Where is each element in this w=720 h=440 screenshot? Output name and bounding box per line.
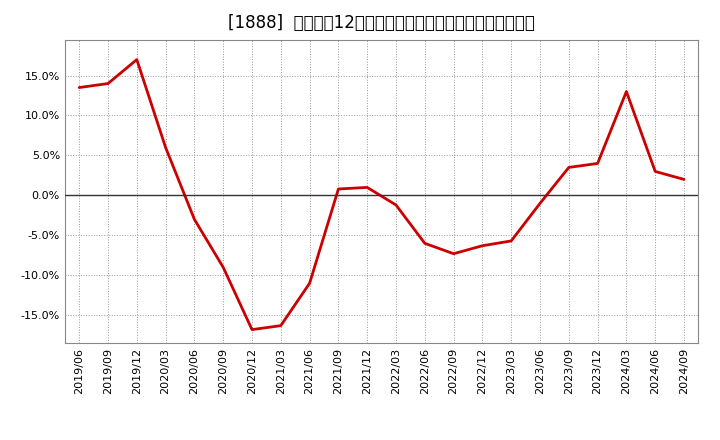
Title: [1888]  売上高の12か月移動合計の対前年同期増減率の推移: [1888] 売上高の12か月移動合計の対前年同期増減率の推移 <box>228 15 535 33</box>
